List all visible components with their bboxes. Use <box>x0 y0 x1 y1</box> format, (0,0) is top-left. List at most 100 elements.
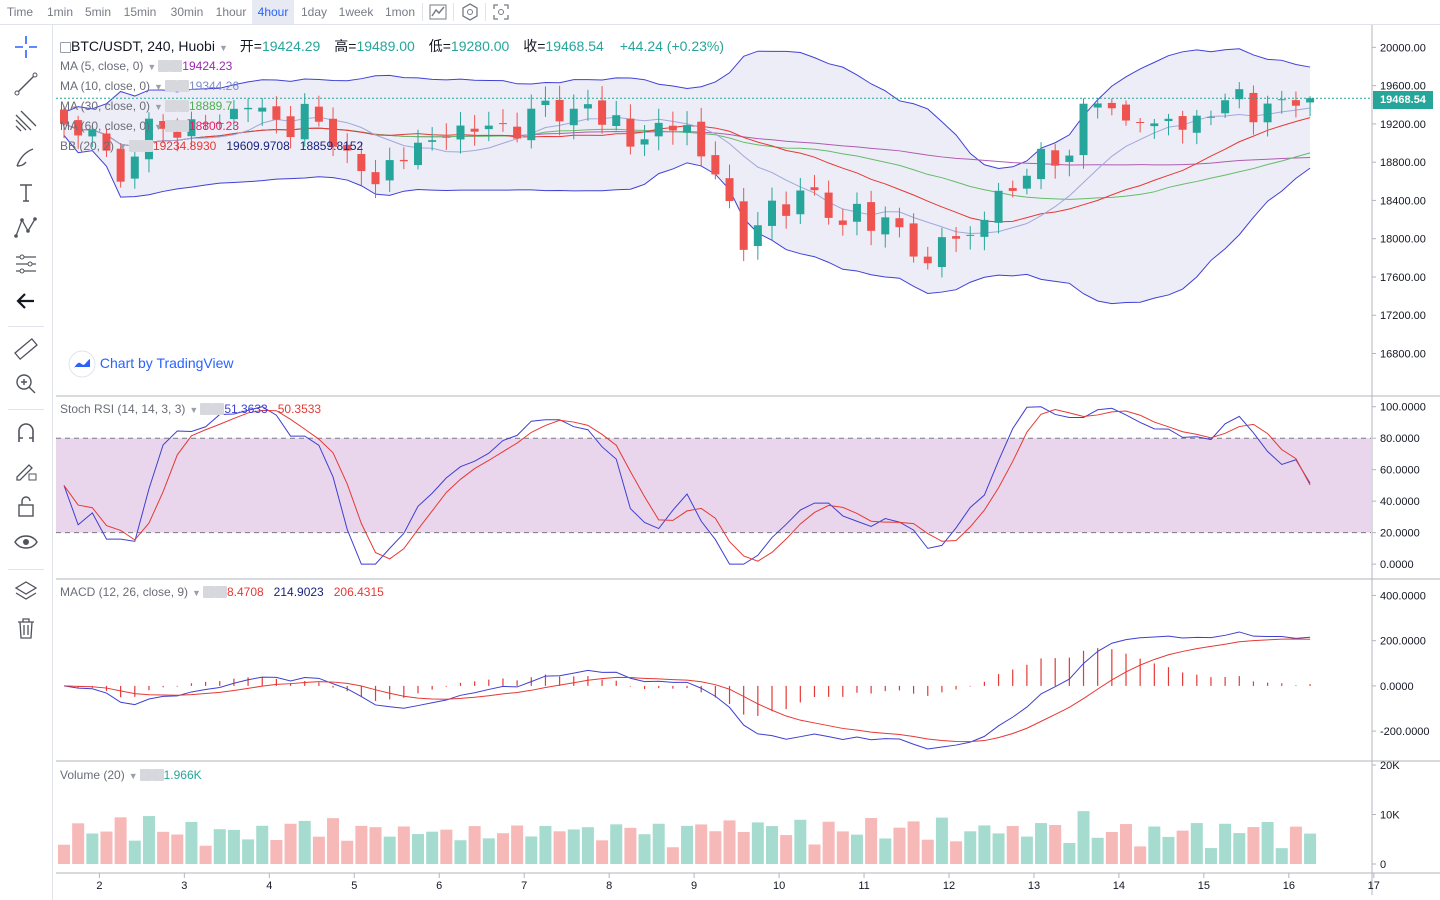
ruler-icon[interactable] <box>13 336 39 362</box>
chevron-down-icon[interactable]: ▼ <box>147 62 157 72</box>
close-icon[interactable] <box>176 100 189 112</box>
interval-15min[interactable]: 15min <box>123 5 157 19</box>
chevron-down-icon[interactable]: ▼ <box>154 102 163 112</box>
gear-icon[interactable] <box>128 140 141 152</box>
gear-icon[interactable] <box>139 769 152 781</box>
time-tick-label: 17 <box>1368 880 1380 892</box>
open-label: 开= <box>239 38 262 54</box>
unlock-icon[interactable] <box>13 493 39 519</box>
pencil-lock-icon[interactable] <box>13 457 39 483</box>
stoch-band <box>56 438 1371 533</box>
ma60-value: 18800.23 <box>188 119 240 133</box>
chevron-down-icon[interactable]: ▼ <box>192 588 201 598</box>
volume-bar <box>397 826 410 864</box>
macd-hist-value: 8.4708 <box>226 585 264 599</box>
candle-body <box>1235 89 1244 100</box>
interval-5min[interactable]: 5min <box>84 5 111 19</box>
chevron-down-icon[interactable]: ▼ <box>189 405 199 415</box>
stoch-tick-label: 100.0000 <box>1380 402 1426 414</box>
volume-bar <box>496 833 509 864</box>
gear-icon[interactable] <box>164 80 177 92</box>
back-arrow-icon[interactable] <box>13 288 39 314</box>
interval-1day[interactable]: 1day <box>300 5 328 19</box>
interval-toolbar: Time 1min 5min 15min 30min 1hour 4hour 1… <box>0 0 1440 25</box>
volume-bar <box>482 838 495 864</box>
indicators-icon[interactable] <box>459 2 481 22</box>
eye-icon[interactable] <box>13 529 39 555</box>
interval-1week[interactable]: 1week <box>338 5 374 19</box>
interval-1mon[interactable]: 1mon <box>384 5 416 19</box>
volume-bar <box>1091 837 1104 864</box>
chevron-down-icon[interactable]: ▼ <box>128 771 138 781</box>
interval-1min[interactable]: 1min <box>46 5 73 19</box>
candle-body <box>796 190 805 215</box>
gear-icon[interactable] <box>164 100 177 112</box>
close-icon[interactable] <box>140 140 153 152</box>
candle-body <box>668 125 677 131</box>
chevron-down-icon[interactable]: ▼ <box>154 82 163 92</box>
close-icon[interactable] <box>176 120 189 132</box>
volume-bar <box>978 825 991 864</box>
candle-body <box>201 122 210 124</box>
volume-bar <box>1261 822 1274 864</box>
toolbar-divider <box>8 326 44 327</box>
volume-bar <box>213 829 226 864</box>
prediction-icon[interactable] <box>13 251 39 277</box>
candle-body <box>159 121 168 129</box>
volume-bar <box>567 829 580 864</box>
magnet-icon[interactable] <box>13 420 39 446</box>
close-icon[interactable] <box>170 60 183 72</box>
candle-body <box>60 109 68 124</box>
gear-icon[interactable] <box>158 60 171 72</box>
macd-legend: MACD (12, 26, close, 9) ▼ 8.4708 214.9023 20… <box>60 584 384 600</box>
stoch-tick-label: 20.0000 <box>1380 528 1420 540</box>
gear-icon[interactable] <box>164 120 177 132</box>
candle-body <box>1136 121 1145 123</box>
layers-icon[interactable] <box>13 578 39 604</box>
time-tick-label: 10 <box>773 880 785 892</box>
pattern-icon[interactable] <box>13 215 39 241</box>
chevron-down-icon[interactable]: ▼ <box>218 43 228 53</box>
tradingview-watermark[interactable]: Chart by TradingView <box>68 348 233 378</box>
crosshair-icon[interactable] <box>13 34 39 60</box>
zoom-in-icon[interactable] <box>13 371 39 397</box>
close-icon[interactable] <box>212 403 225 415</box>
gear-icon[interactable] <box>200 403 213 415</box>
gear-icon[interactable] <box>202 586 215 598</box>
chart-type-icon[interactable] <box>427 2 449 22</box>
fullscreen-icon[interactable] <box>490 2 512 22</box>
pitchfork-icon[interactable] <box>13 108 39 134</box>
macd-tick-label: -200.0000 <box>1380 726 1430 738</box>
brush-icon[interactable] <box>13 145 39 171</box>
trend-line-icon[interactable] <box>13 71 39 97</box>
interval-time[interactable]: Time <box>6 5 34 19</box>
candle-body <box>414 142 422 166</box>
volume-label: Volume (20) <box>60 768 125 782</box>
interval-1hour[interactable]: 1hour <box>215 5 247 19</box>
volume-bar <box>412 834 424 864</box>
trash-icon[interactable] <box>13 615 39 641</box>
interval-30min[interactable]: 30min <box>170 5 204 19</box>
volume-bar <box>794 819 807 864</box>
volume-bar <box>341 840 354 864</box>
chevron-down-icon[interactable]: ▼ <box>154 122 163 132</box>
collapse-icon[interactable] <box>60 42 71 53</box>
chevron-down-icon[interactable]: ▼ <box>118 142 127 152</box>
close-icon[interactable] <box>214 586 227 598</box>
close-icon[interactable] <box>151 769 164 781</box>
time-tick-label: 16 <box>1283 880 1295 892</box>
text-icon[interactable] <box>13 180 39 206</box>
interval-4hour[interactable]: 4hour <box>252 0 294 24</box>
volume-bar <box>1063 842 1076 864</box>
time-tick-label: 4 <box>266 880 272 892</box>
macd-label: MACD (12, 26, close, 9) <box>60 585 189 599</box>
candle-body <box>881 217 890 235</box>
stoch-tick-label: 0.0000 <box>1380 559 1414 571</box>
candle-body <box>697 121 706 157</box>
volume-bar <box>1148 826 1161 864</box>
price-tick-label: 18800.00 <box>1380 157 1426 169</box>
candle-body <box>1221 100 1230 114</box>
close-icon[interactable] <box>176 80 189 92</box>
candle-body <box>272 106 281 120</box>
